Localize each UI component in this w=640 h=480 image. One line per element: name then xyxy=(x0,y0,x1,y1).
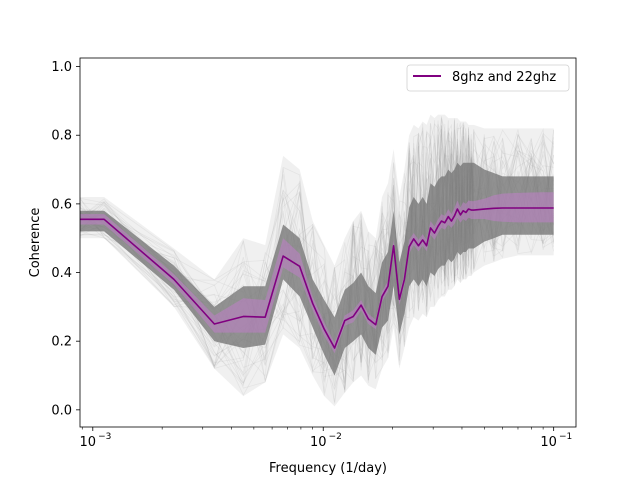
realization-trace xyxy=(79,127,554,375)
realization-trace xyxy=(79,125,555,404)
realization-trace xyxy=(79,120,555,367)
x-tick-label: 10 xyxy=(310,435,327,450)
x-tick-exponent: −1 xyxy=(559,432,572,442)
realization-trace xyxy=(79,118,554,383)
realization-trace xyxy=(79,127,555,389)
y-axis-ticks: 0.0 0.2 0.4 0.6 0.8 1.0 xyxy=(51,60,80,418)
legend: 8ghz and 22ghz xyxy=(406,64,570,92)
legend-entry-label: 8ghz and 22ghz xyxy=(452,70,556,85)
realization-trace xyxy=(79,132,554,380)
realization-trace xyxy=(79,123,554,380)
y-tick-label: 0.4 xyxy=(51,266,72,281)
realization-trace xyxy=(79,119,555,403)
realization-trace xyxy=(79,123,555,383)
y-tick-label: 0.2 xyxy=(51,335,72,350)
legend-box xyxy=(406,64,570,92)
realization-trace xyxy=(79,116,555,393)
realization-trace xyxy=(79,139,554,385)
realization-trace xyxy=(79,123,555,387)
realization-trace xyxy=(79,122,555,393)
y-tick-label: 1.0 xyxy=(51,60,72,75)
realization-trace xyxy=(79,132,554,392)
realization-trace xyxy=(79,123,555,386)
series-line xyxy=(80,207,554,349)
x-tick-exponent: −3 xyxy=(98,432,111,442)
background-realizations xyxy=(79,114,555,407)
realization-trace xyxy=(79,132,555,362)
realization-trace xyxy=(79,125,555,346)
realization-trace xyxy=(79,130,555,372)
y-tick-label: 0.8 xyxy=(51,129,72,144)
x-axis-ticks: 10 −3 10 −2 10 −1 xyxy=(80,427,572,450)
realization-trace xyxy=(79,137,555,378)
realization-trace xyxy=(79,122,555,396)
realization-trace xyxy=(79,124,555,391)
realization-trace xyxy=(79,123,555,373)
x-tick-label: 10 xyxy=(80,435,97,450)
x-axis-label: Frequency (1/day) xyxy=(269,461,387,476)
realization-trace xyxy=(79,126,555,379)
y-axis-label: Coherence xyxy=(28,208,43,278)
realization-trace xyxy=(79,123,555,376)
main-series xyxy=(80,207,554,349)
realization-trace xyxy=(79,134,555,383)
realization-trace xyxy=(79,134,555,390)
realization-trace xyxy=(79,126,555,360)
y-tick-label: 0.0 xyxy=(51,403,72,418)
x-tick-label: 10 xyxy=(540,435,557,450)
realization-trace xyxy=(79,120,555,367)
x-tick-exponent: −2 xyxy=(329,432,342,442)
y-tick-label: 0.6 xyxy=(51,197,72,212)
plot-frame xyxy=(79,57,577,428)
dense-envelope xyxy=(80,162,554,376)
realization-trace xyxy=(79,120,555,374)
